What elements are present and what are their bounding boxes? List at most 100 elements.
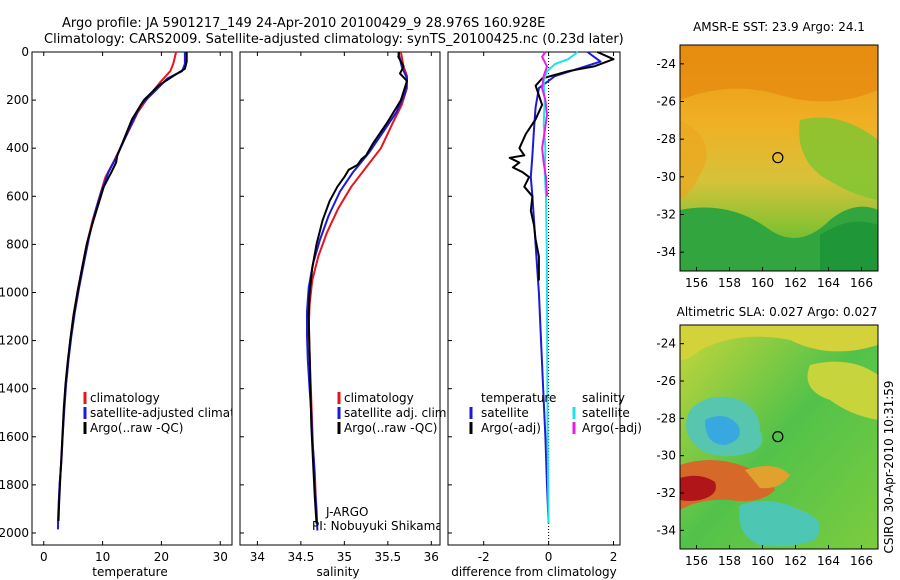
sst-map-panel: AMSR-E SST: 23.9 Argo: 24.1 156 158 160 162…	[656, 20, 879, 290]
sla-yellow-patch-right	[807, 361, 878, 420]
sla-map-xtick-label: 162	[784, 554, 807, 568]
sla-field	[680, 325, 878, 549]
temperature-xtick-label: 20	[154, 550, 169, 564]
difference-series-salinity-satellite	[542, 51, 579, 524]
salinity-lines	[306, 51, 408, 531]
difference-series-temperature-argo-adj	[508, 51, 615, 281]
temperature-ytick-label: 400	[6, 141, 29, 155]
salinity-xlabel: salinity	[316, 565, 359, 579]
salinity-legend: climatology satellite adj. clim. Argo(..…	[337, 391, 450, 435]
difference-legend-sal-satellite: satellite	[582, 406, 630, 420]
sst-map-ytick-label: -32	[656, 208, 676, 222]
sla-yellow-patch-top	[680, 325, 878, 360]
sst-map-ytick-label: -24	[656, 57, 676, 71]
salinity-panel: 34 34.5 35 35.5 36 salinity climatology sate…	[239, 51, 450, 579]
sst-map-xtick-label: 164	[817, 276, 840, 290]
sst-map-ytick-label: -26	[656, 95, 676, 109]
sla-map-ticks: 156 158 160 162 164 166 -24 -26 -28 -30 -32 -34	[656, 337, 873, 568]
temperature-series-argo-raw-qc	[57, 52, 188, 522]
sst-map-xtick-label: 160	[751, 276, 774, 290]
salinity-xtick-label: 36	[424, 550, 439, 564]
sst-map-xtick-label: 162	[784, 276, 807, 290]
sst-map-ytick-label: -30	[656, 170, 676, 184]
temperature-legend-argo: Argo(..raw -QC)	[90, 421, 183, 435]
sst-float-position-marker	[772, 152, 784, 164]
sla-teal-lower	[739, 501, 820, 547]
sla-map-ytick-label: -34	[656, 523, 676, 537]
temperature-ytick-label: 1000	[0, 285, 29, 299]
sla-map-xtick-label: 156	[685, 554, 708, 568]
salinity-annotation-mask	[440, 518, 449, 534]
sst-warm-patch-upper	[680, 45, 878, 102]
sst-map-ytick-label: -28	[656, 132, 676, 146]
sla-float-position-marker	[772, 431, 784, 443]
difference-series-salinity-argo-adj	[541, 51, 548, 197]
sst-green-patch-bottom-right	[820, 221, 878, 271]
difference-legend-sal-argo: Argo(-adj)	[582, 421, 642, 435]
difference-legend-temp-satellite: satellite	[481, 406, 529, 420]
difference-xlabel: difference from climatology	[451, 565, 617, 579]
temperature-ytick-label: 600	[6, 189, 29, 203]
difference-xtick-label: 2	[610, 550, 618, 564]
sla-map-title: Altimetric SLA: 0.027 Argo: 0.027	[677, 305, 878, 319]
salinity-xtick-label: 34.5	[288, 550, 315, 564]
sst-map-xtick-label: 156	[685, 276, 708, 290]
temperature-legend-climatology: climatology	[90, 391, 160, 405]
salinity-legend-satellite: satellite adj. clim.	[344, 406, 450, 420]
temperature-ytick-label: 200	[6, 93, 29, 107]
sla-map-ytick-label: -30	[656, 449, 676, 463]
sst-map-ticks: 156 158 160 162 164 166 -24 -26 -28 -30 -32 -34	[656, 57, 873, 290]
sla-map-xtick-label: 166	[850, 554, 873, 568]
temperature-plot-frame	[31, 51, 233, 546]
figure-credit-label: CSIRO 30-Apr-2010 10:31:59	[882, 380, 896, 553]
difference-xtick-label: -2	[478, 550, 490, 564]
temperature-ytick-label: 1400	[0, 382, 29, 396]
salinity-xtick-label: 35.5	[374, 550, 401, 564]
salinity-series-argo-raw-qc	[307, 51, 408, 524]
temperature-xlabel: temperature	[92, 565, 167, 579]
salinity-legend-argo: Argo(..raw -QC)	[344, 421, 437, 435]
difference-series-temperature-satellite	[529, 51, 602, 524]
salinity-xtick-label: 34	[250, 550, 265, 564]
sst-map-ytick-label: -34	[656, 245, 676, 259]
sla-map-frame	[679, 324, 879, 550]
figure-title-line1: Argo profile: JA 5901217_149 24-Apr-2010…	[62, 16, 545, 31]
sla-blue-core	[705, 416, 740, 445]
salinity-legend-climatology: climatology	[344, 391, 414, 405]
difference-ticks: -2 0 2	[448, 51, 618, 564]
difference-panel: -2 0 2 difference from climatology tempera…	[447, 51, 642, 579]
salinity-xtick-label: 35	[337, 550, 352, 564]
difference-legend: temperature salinity satellite Argo(-adj…	[469, 391, 642, 435]
temperature-ytick-label: 1800	[0, 478, 29, 492]
sla-red-core	[680, 475, 716, 501]
sst-green-patch-right	[799, 117, 878, 200]
sst-map-xtick-label: 166	[850, 276, 873, 290]
sla-map-ytick-label: -28	[656, 411, 676, 425]
temperature-ytick-label: 1600	[0, 430, 29, 444]
sla-map-panel: Altimetric SLA: 0.027 Argo: 0.027 156 158…	[656, 305, 879, 568]
difference-xtick-label: 0	[545, 550, 553, 564]
sst-map-xtick-label: 158	[718, 276, 741, 290]
temperature-ytick-label: 2000	[0, 526, 29, 540]
principal-investigator-label: PI: Nobuyuki Shikama	[312, 519, 443, 533]
sla-map-ytick-label: -26	[656, 374, 676, 388]
sla-map-xtick-label: 158	[718, 554, 741, 568]
temperature-xtick-label: 10	[95, 550, 110, 564]
float-program-label: J-ARGO	[325, 505, 368, 519]
sst-map-title: AMSR-E SST: 23.9 Argo: 24.1	[693, 20, 865, 34]
temperature-lines	[56, 51, 188, 530]
difference-legend-header-temperature: temperature	[481, 391, 556, 405]
figure-title-line2: Climatology: CARS2009. Satellite-adjuste…	[44, 32, 624, 47]
temperature-ytick-label: 1200	[0, 334, 29, 348]
sla-orange-band	[745, 466, 790, 489]
temperature-xtick-label: 0	[40, 550, 48, 564]
salinity-plot-frame	[239, 51, 441, 546]
difference-lines	[508, 51, 615, 524]
sst-map-frame	[679, 44, 879, 272]
salinity-ticks: 34 34.5 35 35.5 36	[240, 51, 439, 564]
temperature-ticks: 0 10 20 30 0 200 400 600 800 1000 1200 1400 1600 1800…	[0, 45, 228, 564]
sla-map-xtick-label: 164	[817, 554, 840, 568]
temperature-legend: climatology satellite-adjusted climatolo…	[83, 391, 268, 435]
temperature-ytick-label: 0	[21, 45, 29, 59]
